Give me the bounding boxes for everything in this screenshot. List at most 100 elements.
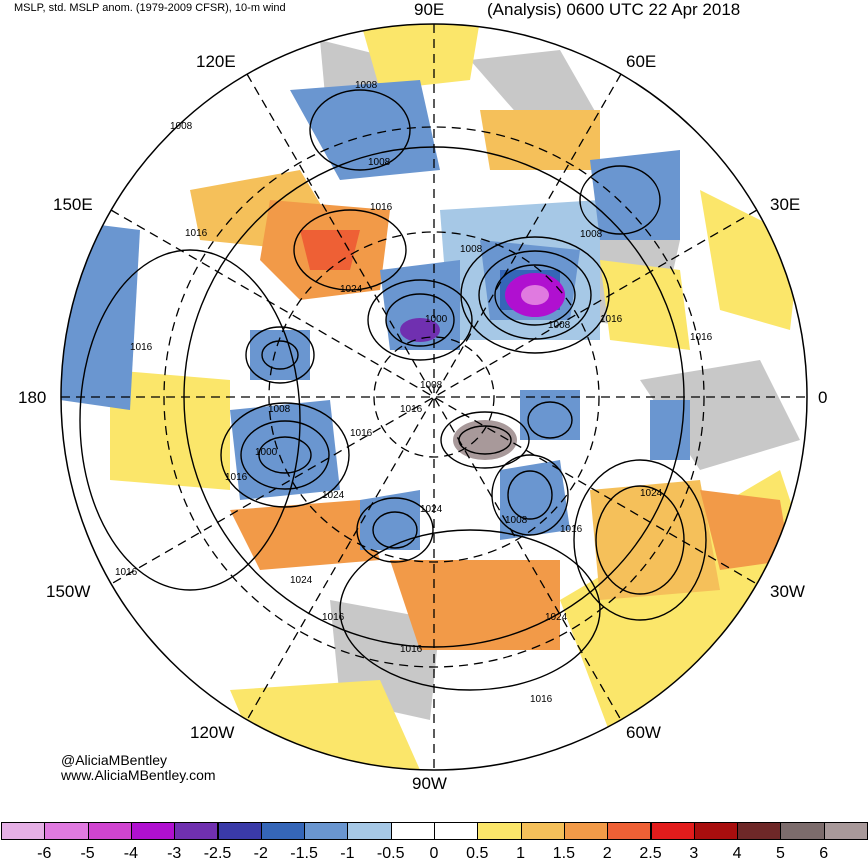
- isobar-label: 1008: [548, 320, 571, 331]
- isobar-label: 1016: [115, 567, 138, 578]
- isobar-label: 1016: [560, 524, 583, 535]
- isobar-label: 1008: [355, 80, 378, 91]
- colorbar-swatch: [44, 822, 89, 840]
- lon-label-150w: 150W: [46, 582, 91, 601]
- lon-label-90e: 90E: [414, 0, 445, 19]
- colorbar-swatch: [737, 822, 782, 840]
- anomaly-blue: [500, 460, 570, 540]
- isobar-label: 1016: [530, 694, 553, 705]
- isobar-label: 1016: [130, 342, 153, 353]
- isobar-label: 1008: [580, 229, 603, 240]
- lon-label-60w: 60W: [626, 723, 661, 742]
- colorbar-tick-label: -1.5: [290, 845, 318, 862]
- colorbar-swatch: [477, 822, 522, 840]
- credit-website[interactable]: www.AliciaMBentley.com: [61, 767, 216, 783]
- anomaly-orange: [590, 480, 720, 600]
- isobar-label: 1016: [400, 404, 423, 415]
- isobar-label: 1008: [368, 157, 391, 168]
- colorbar-swatch: [174, 822, 219, 840]
- credit-handle: @AliciaMBentley: [61, 752, 168, 768]
- lon-label-180: 180: [18, 388, 47, 407]
- colorbar-swatch: [260, 822, 306, 840]
- colorbar-swatch: [650, 822, 695, 840]
- colorbar-tick-label: -2: [253, 845, 268, 862]
- lon-label-90w: 90W: [412, 774, 447, 793]
- colorbar-tick-label: 2: [602, 845, 612, 862]
- anomaly-blue: [230, 400, 340, 500]
- colorbar-tick-label: -3: [167, 845, 182, 862]
- map-boundary: [60, 23, 808, 771]
- isobar-label: 1016: [322, 612, 345, 623]
- isobar-label: 1008: [170, 121, 193, 132]
- colorbar-swatch: [823, 822, 868, 840]
- lon-label-150e: 150E: [53, 195, 93, 214]
- colorbar-tick-label: 4: [732, 845, 742, 862]
- colorbar-tick-label: -5: [80, 845, 95, 862]
- anomaly-blue: [61, 220, 140, 410]
- anomaly-yellow: [700, 190, 800, 330]
- anomaly-blue: [590, 150, 680, 240]
- anomaly-red: [300, 230, 360, 270]
- isobar-label: 1000: [425, 314, 448, 325]
- colorbar-swatch: [520, 822, 565, 840]
- valid-time-title: (Analysis) 0600 UTC 22 Apr 2018: [487, 0, 741, 19]
- lon-label-120e: 120E: [196, 52, 236, 71]
- anomaly-yellow: [110, 370, 230, 490]
- colorbar-swatch: [780, 822, 825, 840]
- anomaly-orange: [230, 500, 380, 570]
- land-shade: [640, 360, 800, 470]
- isobar-label: 1024: [640, 488, 663, 499]
- isobar-label: 1016: [400, 644, 423, 655]
- anomaly-yellow: [600, 260, 690, 350]
- lon-label-0: 0: [818, 388, 828, 407]
- anomaly-yellow: [360, 24, 480, 90]
- isobar-label: 1016: [690, 332, 713, 343]
- colorbar-tick-label: -6: [37, 845, 52, 862]
- colorbar-tick-label: 0: [429, 845, 439, 862]
- anomaly-orange: [480, 110, 600, 170]
- isobar-label: 1008: [268, 404, 291, 415]
- lon-label-60e: 60E: [626, 52, 657, 71]
- colorbar-tick-label: -1: [340, 845, 355, 862]
- lon-label-120w: 120W: [190, 723, 235, 742]
- anomaly-blue: [290, 80, 440, 180]
- graticule: [61, 24, 807, 770]
- colorbar-tick-label: 6: [819, 845, 829, 862]
- isobar-label: 1008: [460, 244, 483, 255]
- colorbar-swatch: [217, 822, 262, 840]
- colorbar-tick-label: 5: [775, 845, 785, 862]
- isobar-label: 1024: [545, 612, 568, 623]
- lon-label-30w: 30W: [770, 582, 805, 601]
- isobar-label: 1016: [370, 202, 393, 213]
- anomaly-blue: [360, 490, 420, 550]
- isobar-label: 1016: [350, 428, 373, 439]
- isobar-label: 1024: [322, 490, 345, 501]
- colorbar-swatch: [693, 822, 739, 840]
- product-title: MSLP, std. MSLP anom. (1979-2009 CFSR), …: [14, 2, 286, 14]
- isobar-label: 1024: [340, 284, 363, 295]
- colorbar-swatch: [130, 822, 176, 840]
- anomaly-purple: [400, 318, 440, 342]
- colorbar-swatch: [87, 822, 132, 840]
- colorbar-tick-label: 0.5: [466, 845, 489, 862]
- colorbar-swatch: [563, 822, 609, 840]
- isobar-label: 1008: [505, 515, 528, 526]
- isobar-label: 1024: [420, 504, 443, 515]
- anomaly-magenta: [521, 285, 549, 305]
- colorbar-tick-label: 2.5: [639, 845, 662, 862]
- colorbar-tick-label: -4: [123, 845, 139, 862]
- colorbar-swatch: [434, 822, 479, 840]
- anomaly-blue: [520, 390, 580, 440]
- isobar-label: 1016: [185, 228, 208, 239]
- colorbar-tick-label: 1: [516, 845, 526, 862]
- lon-label-30e: 30E: [770, 195, 801, 214]
- colorbar-swatch: [1, 822, 46, 840]
- anomaly-gray: [453, 420, 517, 460]
- colorbar-swatch: [390, 822, 435, 840]
- colorbar-tick-label: 1.5: [552, 845, 576, 862]
- isobar-label: 1008: [420, 380, 443, 391]
- colorbar-swatch: [304, 822, 349, 840]
- colorbar-tick-label: 3: [689, 845, 699, 862]
- colorbar-swatch: [347, 822, 392, 840]
